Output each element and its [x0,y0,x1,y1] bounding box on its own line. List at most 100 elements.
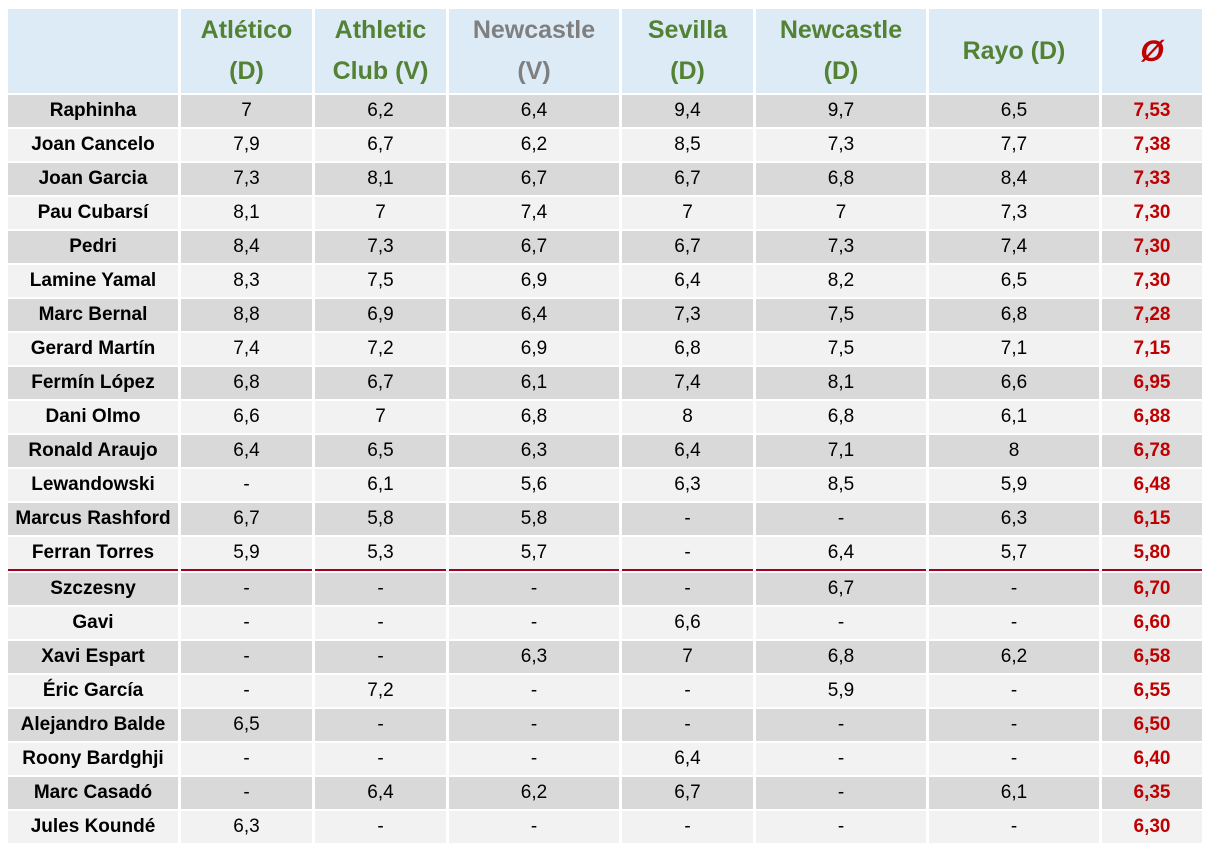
rating-cell: - [929,607,1099,639]
average-cell: 7,38 [1102,129,1202,161]
rating-cell: - [756,607,926,639]
column-header-line2: (D) [823,57,859,85]
table-row: Jules Koundé 6,3- - - - -6,30 [8,811,1202,843]
player-name: Ronald Araujo [8,435,178,467]
player-name: Szczesny [8,573,178,605]
rating-cell: 6,1 [929,777,1099,809]
rating-cell: 9,7 [756,95,926,127]
average-cell: 7,33 [1102,163,1202,195]
table-row: Pedri 8,4 7,3 6,7 6,7 7,3 7,4 7,30 [8,231,1202,263]
rating-cell: 6,4 [622,435,753,467]
rating-cell: 6,4 [622,743,753,775]
column-header-line1: Atlético [200,16,293,44]
header-corner [8,9,178,93]
rating-cell: - [929,675,1099,707]
rating-cell: 6,8 [756,401,926,433]
column-header-5: Rayo (D) [929,9,1099,93]
rating-cell: 6,7 [181,503,312,535]
rating-cell: 6,8 [756,641,926,673]
rating-cell: 6,3 [622,469,753,501]
rating-cell: 6,6 [622,607,753,639]
average-cell: 6,88 [1102,401,1202,433]
rating-cell: 7,5 [756,333,926,365]
rating-cell: 6,1 [449,367,619,399]
rating-cell: 6,9 [315,299,446,331]
rating-cell: 6,3 [449,435,619,467]
table-row: Marcus Rashford 6,7 5,8 5,8- -6,3 6,15 [8,503,1202,535]
rating-cell: 5,9 [929,469,1099,501]
rating-cell: - [181,469,312,501]
average-cell: 6,55 [1102,675,1202,707]
rating-cell: 8,1 [315,163,446,195]
average-cell: 7,30 [1102,231,1202,263]
rating-cell: 6,8 [181,367,312,399]
rating-cell: 6,4 [315,777,446,809]
rating-cell: 7,5 [756,299,926,331]
player-name: Fermín López [8,367,178,399]
rating-cell: - [181,743,312,775]
rating-cell: 9,4 [622,95,753,127]
rating-cell: - [181,675,312,707]
rating-cell: - [315,573,446,605]
average-cell: 5,80 [1102,537,1202,571]
rating-cell: 7,4 [181,333,312,365]
ratings-table: Atlético (D) Athletic Club (V) Newcastle (V) S… [5,7,1205,845]
rating-cell: - [756,709,926,741]
average-cell: 7,30 [1102,197,1202,229]
rating-cell: 6,4 [756,537,926,571]
player-name: Roony Bardghji [8,743,178,775]
player-name: Xavi Espart [8,641,178,673]
rating-cell: - [449,573,619,605]
rating-cell: 7 [181,95,312,127]
average-cell: 7,15 [1102,333,1202,365]
rating-cell: 8,5 [756,469,926,501]
rating-cell: 6,6 [181,401,312,433]
rating-cell: 7 [315,401,446,433]
rating-cell: 6,1 [929,401,1099,433]
rating-cell: 6,3 [929,503,1099,535]
rating-cell: - [929,743,1099,775]
rating-cell: - [315,709,446,741]
rating-cell: - [449,811,619,843]
player-name: Jules Koundé [8,811,178,843]
rating-cell: - [315,641,446,673]
rating-cell: 6,2 [449,777,619,809]
average-cell: 6,35 [1102,777,1202,809]
rating-cell: 7,3 [756,129,926,161]
rating-cell: 7 [622,197,753,229]
rating-cell: - [622,503,753,535]
average-cell: 7,30 [1102,265,1202,297]
player-name: Gerard Martín [8,333,178,365]
table-row: Xavi Espart - -6,3 7 6,8 6,2 6,58 [8,641,1202,673]
header-row: Atlético (D) Athletic Club (V) Newcastle (V) S… [8,9,1202,93]
average-cell: 6,40 [1102,743,1202,775]
player-name: Lamine Yamal [8,265,178,297]
rating-cell: 6,4 [449,299,619,331]
column-header-1: Athletic Club (V) [315,9,446,93]
average-header: Ø [1102,9,1202,93]
rating-cell: 6,3 [181,811,312,843]
rating-cell: 8 [622,401,753,433]
table-row: Marc Casadó -6,4 6,2 6,7-6,1 6,35 [8,777,1202,809]
rating-cell: 6,4 [449,95,619,127]
rating-cell: 8,5 [622,129,753,161]
player-name: Marc Bernal [8,299,178,331]
rating-cell: - [449,743,619,775]
rating-cell: 6,7 [449,163,619,195]
rating-cell: 6,8 [756,163,926,195]
table-row: Alejandro Balde 6,5- - - - -6,50 [8,709,1202,741]
column-header-2: Newcastle (V) [449,9,619,93]
rating-cell: - [315,811,446,843]
column-header-3: Sevilla (D) [622,9,753,93]
table-header: Atlético (D) Athletic Club (V) Newcastle (V) S… [8,9,1202,93]
rating-cell: 6,2 [929,641,1099,673]
rating-cell: 5,3 [315,537,446,571]
average-cell: 7,53 [1102,95,1202,127]
table-row: Ronald Araujo 6,4 6,5 6,3 6,4 7,1 8 6,78 [8,435,1202,467]
rating-cell: 8,4 [181,231,312,263]
rating-cell: 5,8 [449,503,619,535]
table-row: Lewandowski -6,1 5,6 6,3 8,5 5,9 6,48 [8,469,1202,501]
rating-cell: 6,7 [449,231,619,263]
rating-cell: 7,3 [181,163,312,195]
average-cell: 6,78 [1102,435,1202,467]
